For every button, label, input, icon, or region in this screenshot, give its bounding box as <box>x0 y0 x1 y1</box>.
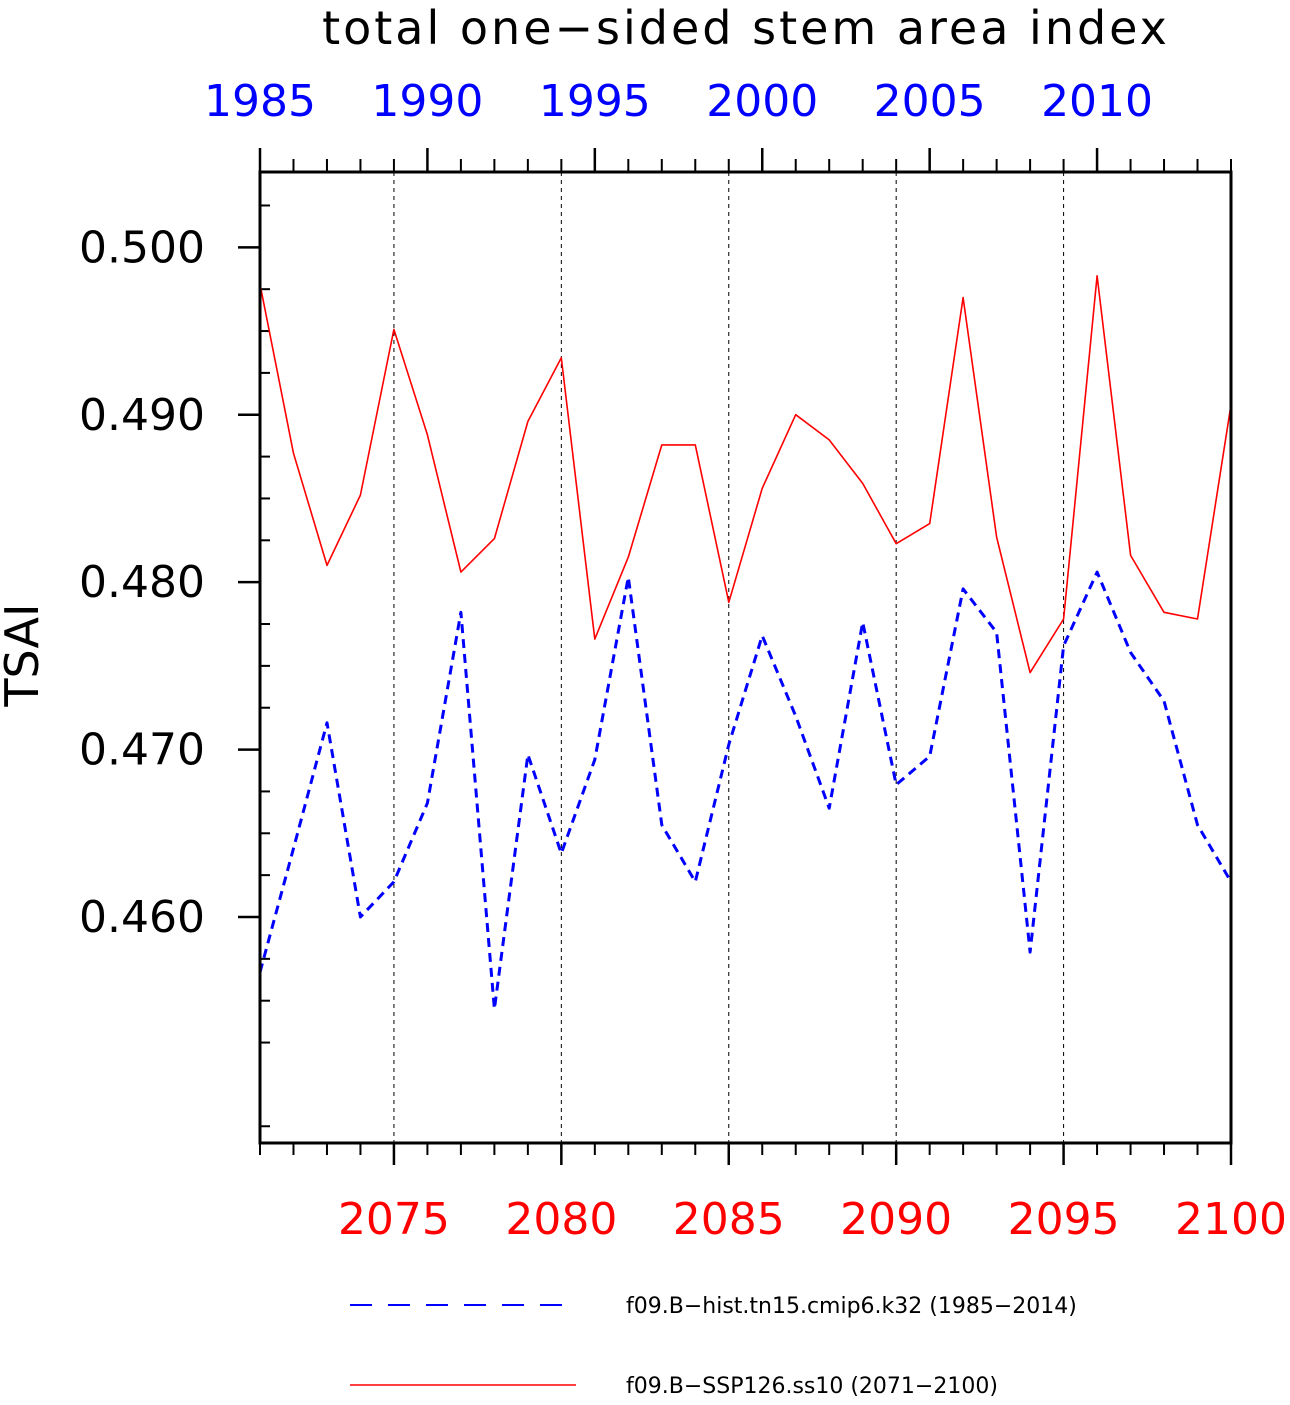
major-ticks <box>238 148 1233 1165</box>
top-tick-label: 2005 <box>874 76 986 127</box>
y-tick-labels: 0.500 0.490 0.480 0.470 0.460 <box>79 222 205 943</box>
legend-label-hist: f09.B−hist.tn15.cmip6.k32 (1985−2014) <box>626 1294 1077 1319</box>
series-line-ssp126 <box>259 274 1232 674</box>
bottom-axis-tick-labels: 2075 2080 2085 2090 2095 2100 <box>338 1194 1287 1245</box>
top-tick-label: 1990 <box>371 76 483 127</box>
series-line-hist <box>258 570 1233 1011</box>
top-tick-label: 2000 <box>706 76 818 127</box>
plot-frame <box>258 170 1233 1145</box>
y-tick-label: 0.480 <box>79 557 205 608</box>
legend: f09.B−hist.tn15.cmip6.k32 (1985−2014) f0… <box>350 1294 1077 1399</box>
top-tick-label: 1995 <box>539 76 651 127</box>
top-axis-tick-labels: 1985 1990 1995 2000 2005 2010 <box>204 76 1153 127</box>
bottom-tick-label: 2100 <box>1175 1194 1287 1245</box>
legend-label-ssp: f09.B−SSP126.ss10 (2071−2100) <box>626 1374 998 1399</box>
bottom-tick-label: 2090 <box>840 1194 952 1245</box>
y-tick-label: 0.500 <box>79 222 205 273</box>
minor-ticks <box>259 159 1232 1155</box>
top-tick-label: 2010 <box>1041 76 1153 127</box>
bottom-tick-label: 2075 <box>338 1194 450 1245</box>
y-axis-label: TSAI <box>0 603 49 707</box>
top-tick-label: 1985 <box>204 76 316 127</box>
bottom-tick-label: 2085 <box>673 1194 785 1245</box>
y-tick-label: 0.460 <box>79 892 205 943</box>
grid-lines <box>393 172 1065 1143</box>
series-lines <box>258 274 1233 1011</box>
bottom-tick-label: 2080 <box>505 1194 617 1245</box>
y-tick-label: 0.470 <box>79 725 205 776</box>
chart-title: total one−sided stem area index <box>322 1 1170 55</box>
y-tick-label: 0.490 <box>79 390 205 441</box>
bottom-tick-label: 2095 <box>1008 1194 1120 1245</box>
